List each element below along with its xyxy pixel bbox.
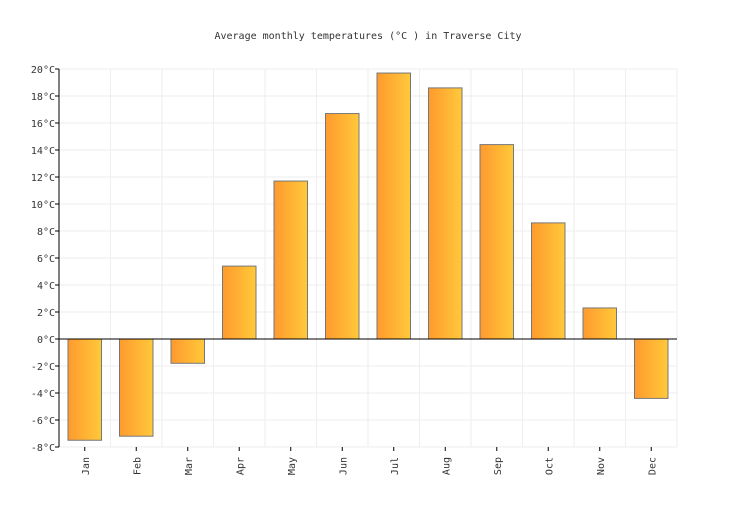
y-tick-label: 20°C <box>31 65 55 76</box>
bar-jul <box>376 72 411 340</box>
y-tick-label: 0°C <box>37 335 55 346</box>
x-tick-label: Oct <box>544 457 555 475</box>
bar-jun <box>325 113 360 340</box>
x-tick-label: Jun <box>338 457 349 475</box>
y-tick-label: 16°C <box>31 119 55 130</box>
bar-nov <box>582 307 617 340</box>
y-tick-label: 14°C <box>31 146 55 157</box>
y-tick-label: -8°C <box>31 443 55 454</box>
y-tick-label: 18°C <box>31 92 55 103</box>
bar-oct <box>531 222 566 340</box>
y-tick-label: 2°C <box>37 308 55 319</box>
x-tick-label: May <box>287 457 298 475</box>
bar-apr <box>222 265 257 340</box>
x-tick-label: Aug <box>441 457 452 475</box>
bar-may <box>273 180 308 340</box>
y-tick-label: 4°C <box>37 281 55 292</box>
x-tick-label: Jan <box>81 457 92 475</box>
bar-sep <box>479 144 514 340</box>
x-tick-label: Sep <box>493 457 504 475</box>
y-tick-label: 12°C <box>31 173 55 184</box>
x-tick-label: Nov <box>596 457 607 475</box>
y-tick-label: -4°C <box>31 389 55 400</box>
bar-jan <box>67 338 102 441</box>
y-tick-label: -6°C <box>31 416 55 427</box>
x-tick-label: Feb <box>132 457 143 475</box>
chart-title: Average monthly temperatures (°C ) in Tr… <box>214 31 521 42</box>
y-tick-label: -2°C <box>31 362 55 373</box>
x-tick-label: Mar <box>184 457 195 475</box>
bar-dec <box>634 338 669 399</box>
x-tick-label: Dec <box>647 457 658 475</box>
y-tick-label: 8°C <box>37 227 55 238</box>
bar-feb <box>119 338 154 437</box>
bar-mar <box>170 338 205 364</box>
bar-aug <box>428 87 463 340</box>
y-tick-label: 6°C <box>37 254 55 265</box>
x-tick-label: Apr <box>235 457 246 475</box>
y-tick-label: 10°C <box>31 200 55 211</box>
x-tick-label: Jul <box>390 457 401 475</box>
